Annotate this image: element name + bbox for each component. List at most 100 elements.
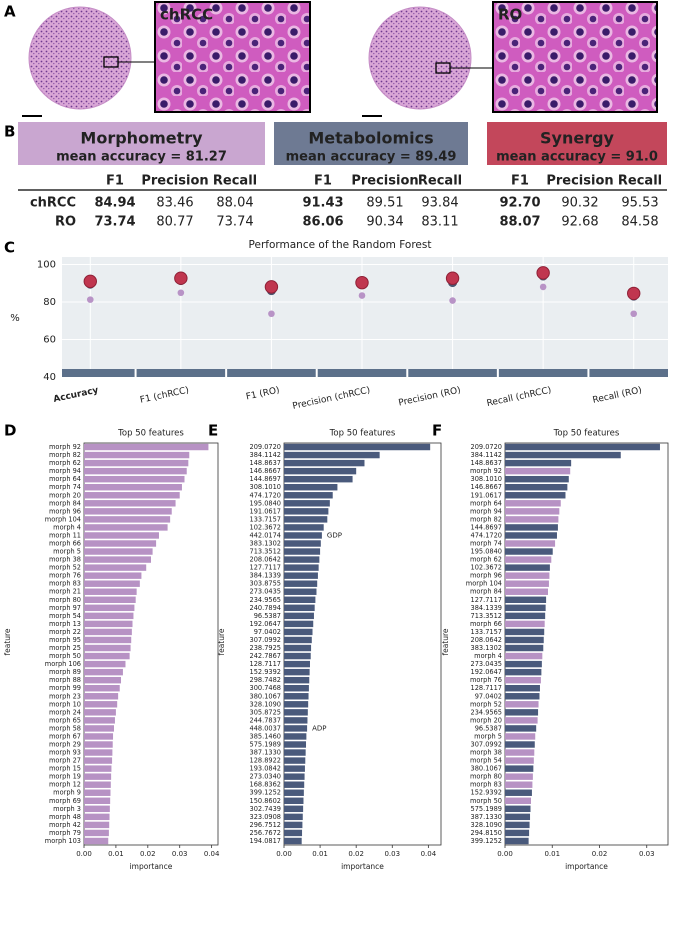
y-tick-label: 96.5387	[254, 612, 281, 620]
bar	[84, 604, 135, 612]
table-cell: 92.68	[561, 215, 598, 230]
bar	[284, 588, 317, 595]
x-tick-label: Precision (RO)	[398, 386, 462, 409]
y-tick-label: 96.5387	[475, 724, 502, 732]
x-tick-label: 0.01	[312, 850, 328, 858]
y-tick-label: 40	[43, 372, 56, 383]
y-tick-label: morph 5	[474, 732, 502, 740]
y-tick-label: morph 42	[49, 821, 81, 829]
y-tick-label: morph 38	[49, 556, 81, 564]
bar	[84, 709, 116, 716]
y-tick-label: 308.1010	[250, 483, 281, 491]
bar	[84, 596, 136, 603]
y-tick-label: 128.7117	[250, 660, 281, 668]
bar	[284, 813, 303, 821]
bar	[505, 596, 547, 603]
y-tick-label: morph 64	[470, 499, 502, 507]
bar	[84, 443, 209, 451]
y-tick-label: morph 80	[49, 596, 81, 604]
y-tick-label: morph 58	[49, 724, 81, 732]
y-tick-label: 307.0992	[250, 636, 281, 644]
bar	[284, 781, 305, 788]
bar	[505, 548, 553, 555]
y-tick-label: morph 92	[470, 467, 502, 475]
column-header: F1	[511, 174, 529, 189]
y-tick-label: morph 54	[49, 612, 81, 620]
bar	[284, 765, 305, 772]
group-subtitle: mean accuracy = 91.0	[496, 150, 658, 165]
group-header	[487, 122, 667, 165]
bar	[84, 524, 168, 531]
data-point	[539, 283, 547, 291]
data-point	[630, 310, 638, 318]
y-tick-label: morph 93	[49, 749, 81, 757]
y-tick-label: 384.1339	[471, 604, 502, 612]
bar	[284, 685, 309, 692]
y-tick-label: 97.0402	[254, 628, 281, 636]
bar	[284, 789, 304, 796]
bar	[284, 821, 303, 829]
y-tick-label: morph 11	[49, 531, 81, 539]
bar	[284, 459, 365, 467]
x-tick-label: 0.00	[76, 850, 92, 858]
bar	[84, 564, 147, 571]
bar	[284, 451, 380, 459]
y-tick-label: 302.7439	[250, 805, 281, 813]
y-tick-label: morph 66	[470, 620, 502, 628]
bar	[505, 500, 561, 507]
bar	[84, 500, 176, 507]
y-tick-label: morph 84	[49, 499, 81, 507]
baseline-band	[62, 369, 668, 377]
table-cell: 80.77	[156, 215, 193, 230]
bar	[84, 572, 142, 579]
y-tick-label: 387.1330	[471, 813, 502, 821]
table-cell: 73.74	[94, 215, 135, 230]
column-header: Recall	[213, 174, 257, 189]
y-tick-label: 474.1720	[471, 531, 502, 539]
bar	[284, 652, 311, 660]
table-cell: 88.07	[499, 215, 540, 230]
bar	[505, 636, 544, 644]
bar	[505, 821, 530, 829]
y-tick-label: morph 89	[49, 668, 81, 676]
annotation: GDP	[327, 531, 342, 539]
bar	[505, 685, 540, 692]
y-tick-label: morph 88	[49, 676, 81, 684]
y-tick-label: morph 5	[53, 548, 81, 556]
bar	[284, 636, 312, 644]
bar	[84, 459, 189, 467]
y-tick-label: 323.0908	[250, 813, 281, 821]
bar	[284, 492, 333, 499]
chart-title: Top 50 features	[117, 429, 184, 439]
panel-letter: A	[4, 3, 16, 21]
bar	[505, 813, 531, 821]
bar	[284, 741, 307, 748]
group-header	[18, 122, 265, 165]
bar	[505, 741, 535, 748]
bar	[84, 540, 157, 547]
table-cell: 90.32	[561, 196, 598, 211]
data-point	[627, 286, 641, 301]
y-tick-label: morph 96	[49, 507, 81, 515]
y-tick-label: morph 94	[49, 467, 81, 475]
bar	[84, 484, 182, 491]
y-tick-label: 273.0340	[250, 773, 281, 781]
bar	[505, 540, 556, 547]
y-tick-label: morph 10	[49, 700, 81, 708]
bar	[284, 628, 313, 636]
bar	[505, 717, 538, 724]
y-tick-label: morph 4	[474, 652, 502, 660]
x-axis-label: importance	[565, 862, 608, 871]
zoom-image	[492, 1, 658, 113]
bar	[505, 725, 537, 732]
bar	[84, 676, 122, 684]
bar	[84, 588, 137, 595]
bar	[505, 467, 571, 475]
bar	[505, 492, 566, 499]
y-tick-label: 296.7512	[250, 821, 281, 829]
y-tick-label: 380.1067	[250, 692, 281, 700]
y-tick-label: 191.0617	[250, 507, 281, 515]
y-tick-label: 209.0720	[471, 443, 502, 451]
y-tick-label: morph 25	[49, 644, 81, 652]
y-tick-label: morph 4	[53, 523, 81, 531]
